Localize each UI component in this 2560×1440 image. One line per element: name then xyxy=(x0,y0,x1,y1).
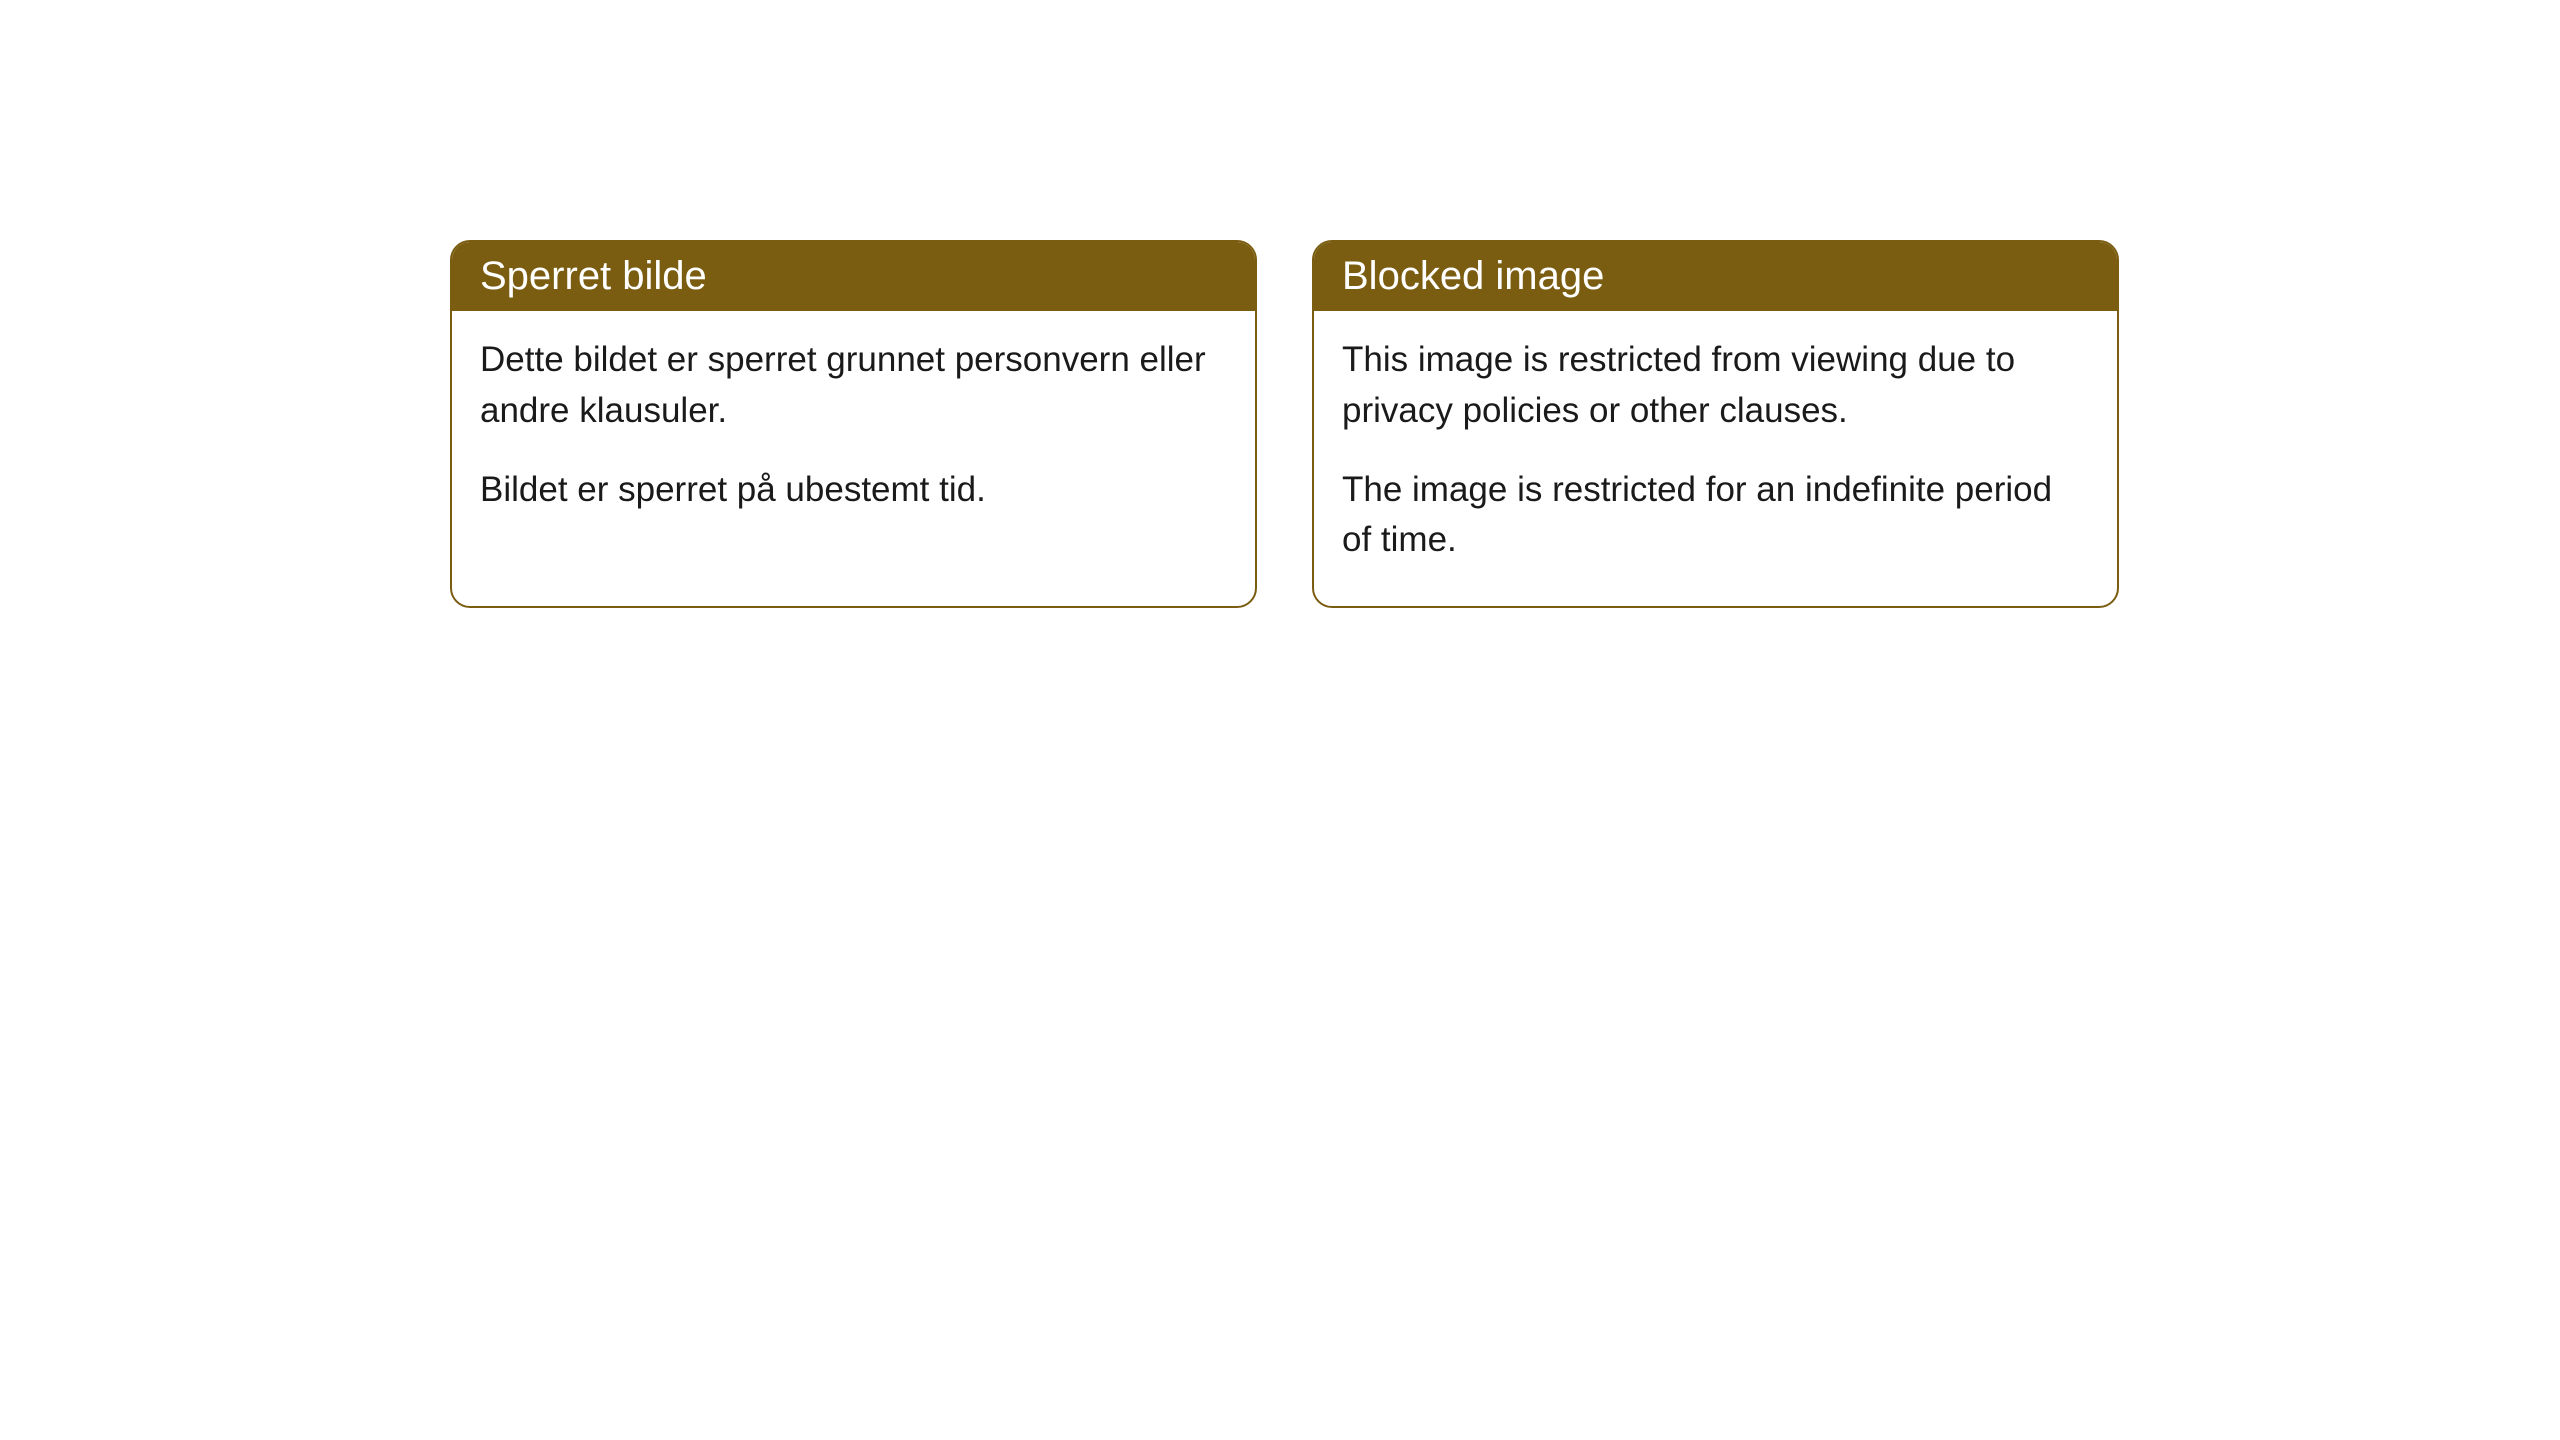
card-header: Blocked image xyxy=(1314,242,2117,311)
notice-paragraph-2: Bildet er sperret på ubestemt tid. xyxy=(480,465,1227,516)
notice-paragraph-1: Dette bildet er sperret grunnet personve… xyxy=(480,335,1227,437)
card-header: Sperret bilde xyxy=(452,242,1255,311)
card-title: Sperret bilde xyxy=(480,254,707,298)
notice-cards-container: Sperret bilde Dette bildet er sperret gr… xyxy=(450,240,2119,608)
card-title: Blocked image xyxy=(1342,254,1604,298)
notice-paragraph-2: The image is restricted for an indefinit… xyxy=(1342,465,2089,567)
card-body: Dette bildet er sperret grunnet personve… xyxy=(452,311,1255,555)
card-body: This image is restricted from viewing du… xyxy=(1314,311,2117,606)
blocked-image-card-norwegian: Sperret bilde Dette bildet er sperret gr… xyxy=(450,240,1257,608)
notice-paragraph-1: This image is restricted from viewing du… xyxy=(1342,335,2089,437)
blocked-image-card-english: Blocked image This image is restricted f… xyxy=(1312,240,2119,608)
